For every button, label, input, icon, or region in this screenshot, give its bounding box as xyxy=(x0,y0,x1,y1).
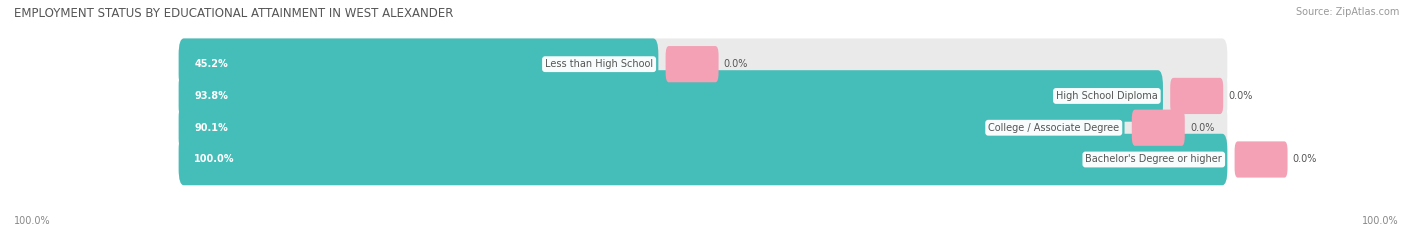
Text: 0.0%: 0.0% xyxy=(1292,154,1317,164)
FancyBboxPatch shape xyxy=(179,134,1227,185)
Text: Bachelor's Degree or higher: Bachelor's Degree or higher xyxy=(1085,154,1222,164)
FancyBboxPatch shape xyxy=(1132,110,1185,146)
Text: 0.0%: 0.0% xyxy=(724,59,748,69)
FancyBboxPatch shape xyxy=(179,102,1227,154)
Text: Less than High School: Less than High School xyxy=(546,59,654,69)
Text: 0.0%: 0.0% xyxy=(1229,91,1253,101)
Text: 0.0%: 0.0% xyxy=(1189,123,1215,133)
Text: College / Associate Degree: College / Associate Degree xyxy=(988,123,1119,133)
FancyBboxPatch shape xyxy=(179,102,1125,154)
FancyBboxPatch shape xyxy=(179,38,658,90)
FancyBboxPatch shape xyxy=(179,70,1163,122)
Text: High School Diploma: High School Diploma xyxy=(1056,91,1157,101)
FancyBboxPatch shape xyxy=(179,70,1227,122)
Text: 100.0%: 100.0% xyxy=(1362,216,1399,226)
Text: EMPLOYMENT STATUS BY EDUCATIONAL ATTAINMENT IN WEST ALEXANDER: EMPLOYMENT STATUS BY EDUCATIONAL ATTAINM… xyxy=(14,7,453,20)
FancyBboxPatch shape xyxy=(179,38,1227,90)
FancyBboxPatch shape xyxy=(1170,78,1223,114)
Text: 100.0%: 100.0% xyxy=(194,154,235,164)
Text: Source: ZipAtlas.com: Source: ZipAtlas.com xyxy=(1295,7,1399,17)
Text: 90.1%: 90.1% xyxy=(194,123,228,133)
Text: 100.0%: 100.0% xyxy=(14,216,51,226)
FancyBboxPatch shape xyxy=(665,46,718,82)
FancyBboxPatch shape xyxy=(1234,141,1288,178)
Text: 93.8%: 93.8% xyxy=(194,91,228,101)
FancyBboxPatch shape xyxy=(179,134,1227,185)
Text: 45.2%: 45.2% xyxy=(194,59,228,69)
